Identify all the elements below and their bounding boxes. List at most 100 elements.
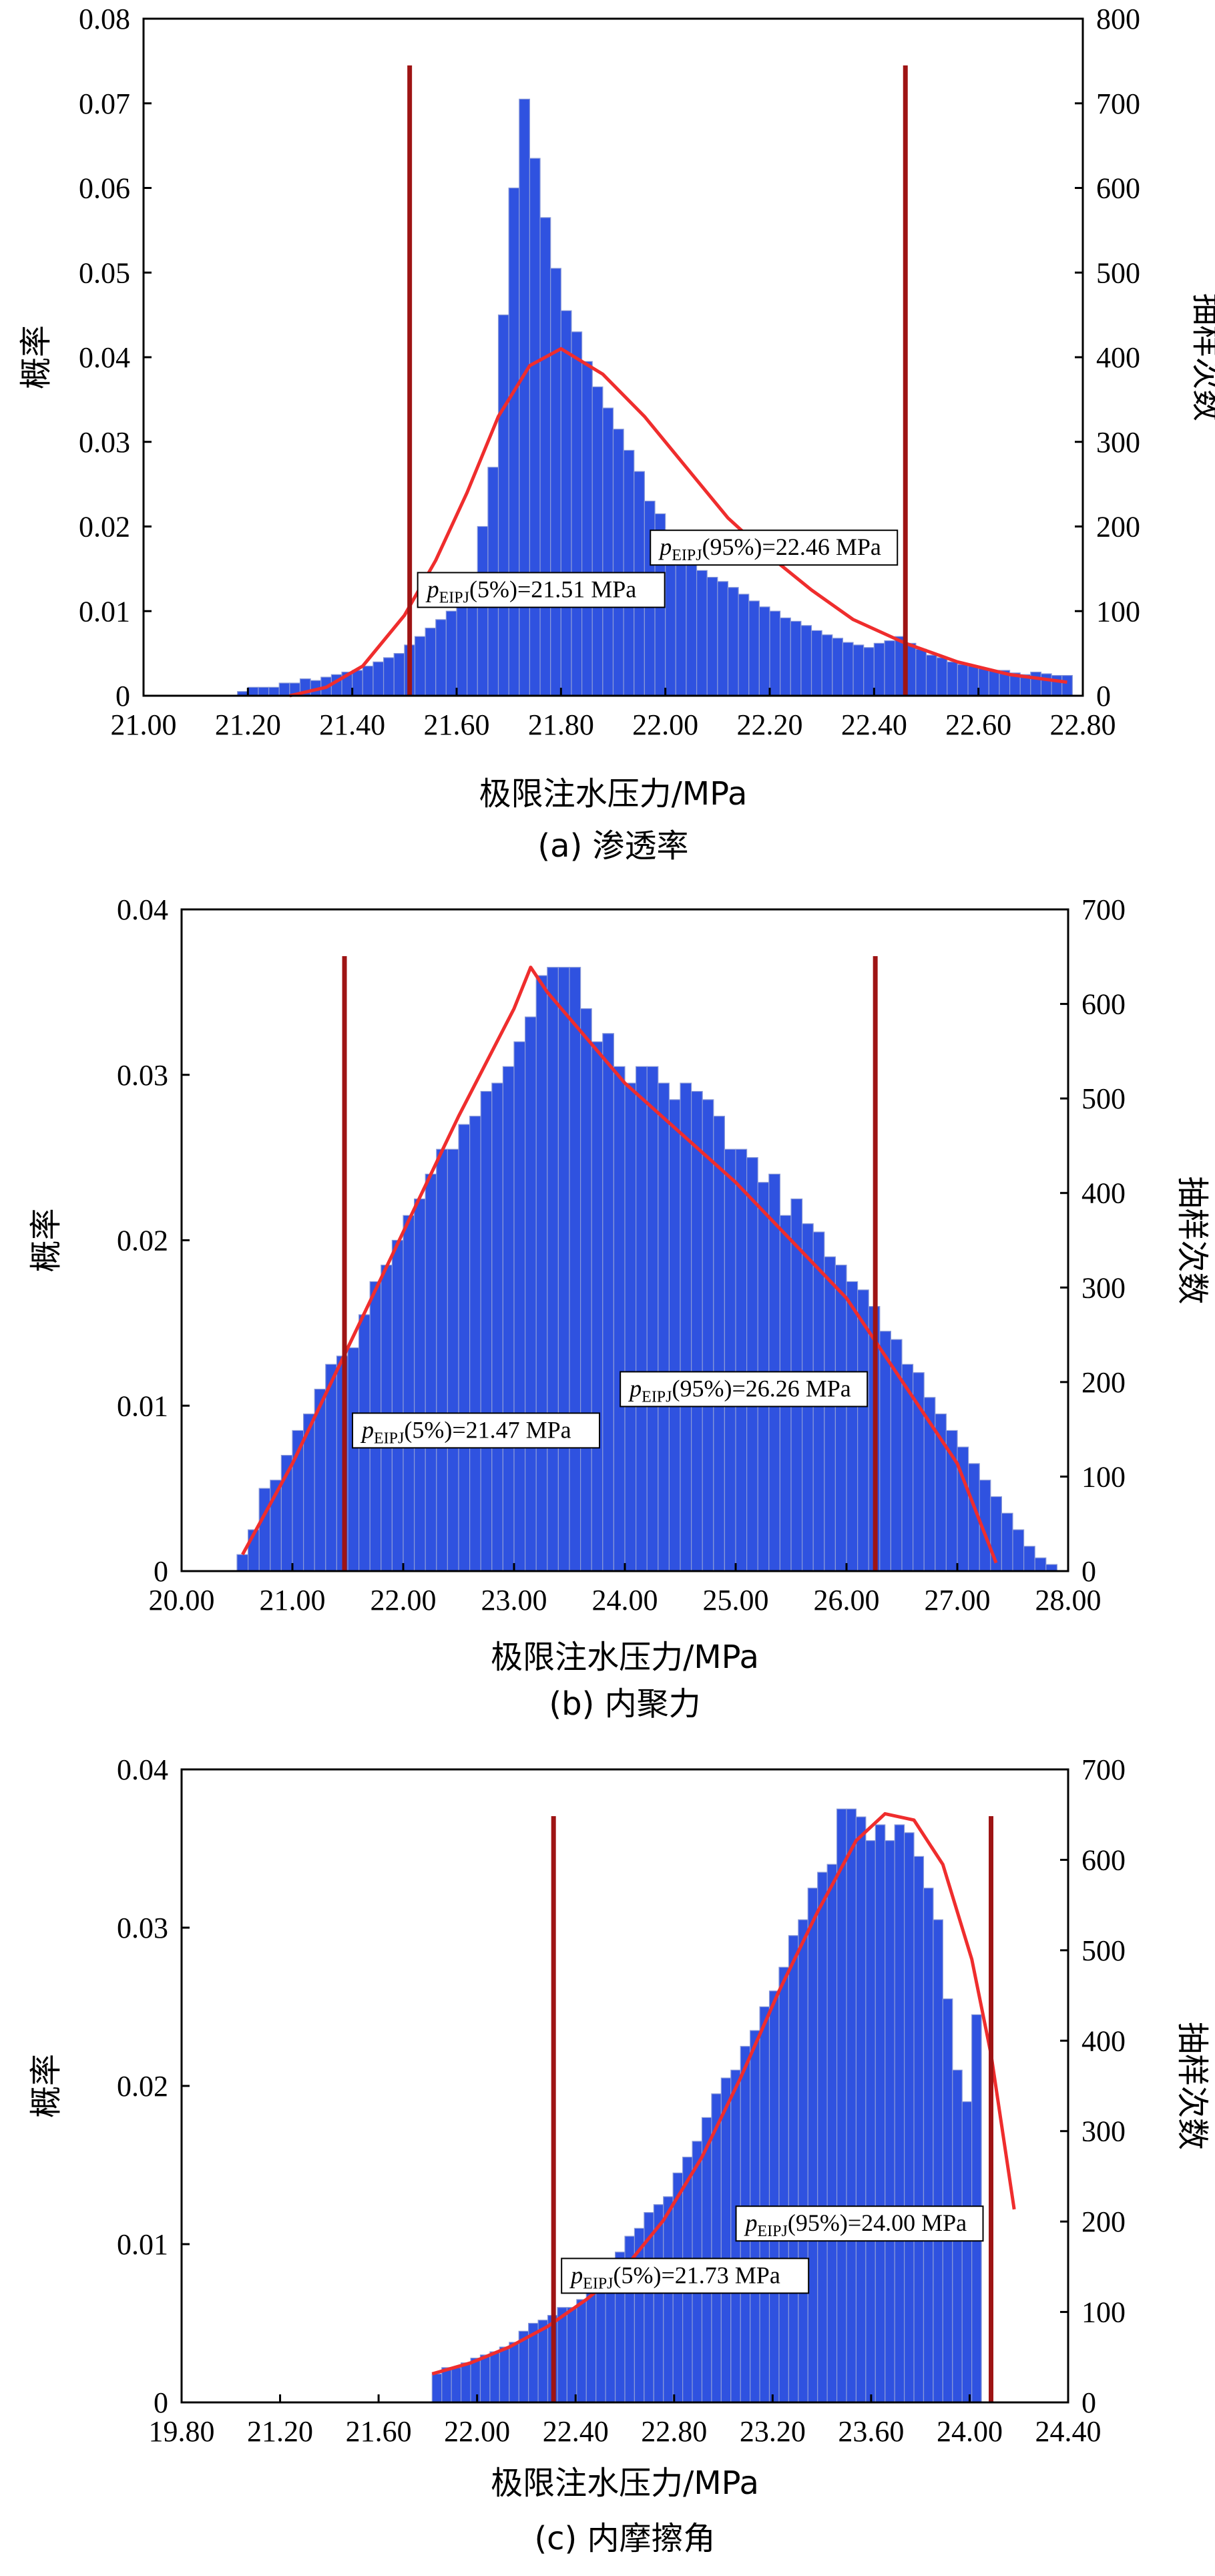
histogram-bar xyxy=(383,657,395,696)
histogram-bar xyxy=(824,1256,836,1572)
y-axis-title: 概率 xyxy=(27,2054,65,2118)
histogram-bar xyxy=(509,2342,519,2403)
histogram-bar xyxy=(258,686,270,696)
x-tick-label: 21.40 xyxy=(319,708,385,741)
histogram-bar xyxy=(441,2367,452,2403)
histogram-bar xyxy=(913,1856,925,2403)
x-tick-label: 22.40 xyxy=(543,2415,609,2448)
x-tick-label: 21.20 xyxy=(247,2415,313,2448)
histogram-bar xyxy=(1061,674,1073,696)
histogram-bar xyxy=(821,634,833,696)
histogram-bar xyxy=(668,1099,681,1572)
histogram-bar xyxy=(865,1840,876,2403)
y-tick-label: 0.04 xyxy=(117,893,168,926)
histogram-bar xyxy=(513,1041,526,1572)
histogram-bar xyxy=(278,682,290,696)
histogram-bar xyxy=(826,1864,838,2403)
histogram-bar xyxy=(735,1148,748,1572)
histogram-bar xyxy=(557,967,570,1572)
histogram-bar xyxy=(923,1888,934,2403)
y-right-tick-label: 500 xyxy=(1081,1082,1126,1115)
histogram-bar xyxy=(236,1554,249,1572)
histogram-bars xyxy=(431,1808,982,2403)
histogram-bars xyxy=(236,967,1058,1572)
y-right-tick-label: 100 xyxy=(1096,595,1140,628)
annotation-box xyxy=(561,2258,810,2294)
annotation-box xyxy=(735,2205,984,2242)
histogram-bar xyxy=(560,310,572,696)
histogram-bar xyxy=(535,975,548,1572)
histogram-bar xyxy=(915,648,927,696)
histogram-bar xyxy=(817,1872,828,2403)
histogram-bar xyxy=(663,2196,674,2403)
histogram-bar xyxy=(579,1008,592,1572)
histogram-bar xyxy=(347,1347,360,1572)
x-tick-label: 24.00 xyxy=(937,2415,1003,2448)
y-tick-label: 0 xyxy=(154,2386,168,2419)
histogram-bar xyxy=(613,1066,626,1572)
histogram-bar xyxy=(769,610,781,696)
panel-caption: (a) 渗透率 xyxy=(537,827,688,865)
histogram-bar xyxy=(780,617,791,696)
histogram-bar xyxy=(1030,671,1042,696)
histogram-bar xyxy=(489,2351,500,2403)
y-right-tick-label: 0 xyxy=(1081,2386,1096,2419)
x-tick-label: 22.80 xyxy=(641,2415,707,2448)
histogram-bar xyxy=(748,600,760,696)
histogram-bar xyxy=(491,1082,503,1572)
histogram-bar xyxy=(373,661,385,696)
histogram-bar xyxy=(403,1215,415,1572)
annotation-p95: pEIPJ(95%)=26.26 MPa xyxy=(628,1375,851,1406)
y-right-tick-label: 200 xyxy=(1096,511,1140,544)
y-tick-label: 0 xyxy=(115,680,130,712)
histogram-bar xyxy=(807,1888,818,2403)
panel-caption: (b) 内聚力 xyxy=(549,1685,700,1723)
histogram-bar xyxy=(247,686,259,696)
chart-panel-2: pEIPJ(5%)=21.73 MPa pEIPJ(95%)=24.00 MPa 1… xyxy=(27,1753,1211,2557)
y-tick-label: 0.06 xyxy=(79,172,130,205)
histogram-bar xyxy=(978,668,989,696)
x-tick-label: 27.00 xyxy=(925,1584,991,1617)
annotation-p95: pEIPJ(95%)=22.46 MPa xyxy=(658,533,881,564)
histogram-bar xyxy=(547,967,559,1572)
y-right-tick-label: 700 xyxy=(1096,87,1140,120)
histogram-bar xyxy=(853,644,865,696)
histogram-bar xyxy=(458,1124,471,1572)
y-right-tick-label: 600 xyxy=(1081,1844,1126,1876)
histogram-bar xyxy=(635,1066,648,1572)
histogram-bar xyxy=(268,686,280,696)
y-right-tick-label: 200 xyxy=(1081,1366,1126,1399)
histogram-bar xyxy=(445,610,457,696)
histogram-bar xyxy=(778,1966,789,2403)
histogram-bar xyxy=(479,2354,491,2403)
histogram-bar xyxy=(720,2077,732,2403)
histogram-bar xyxy=(846,1281,859,1572)
x-axis-title: 极限注水压力/MPa xyxy=(479,775,748,813)
histogram-bar xyxy=(936,657,948,696)
histogram-bar xyxy=(646,1066,659,1572)
y-right-axis-title: 抽样次数 xyxy=(1188,293,1215,421)
histogram-bar xyxy=(836,1808,847,2403)
histogram-bar xyxy=(746,1157,758,1572)
histogram-bar xyxy=(595,2283,606,2403)
histogram-bar xyxy=(713,1116,726,1572)
histogram-bar xyxy=(711,2093,722,2403)
histogram-bar xyxy=(591,386,603,696)
annotation-box xyxy=(417,572,666,608)
histogram-bar xyxy=(857,1289,869,1572)
histogram-bar xyxy=(576,2299,587,2403)
annotation-p5: pEIPJ(5%)=21.51 MPa xyxy=(425,576,637,607)
x-tick-label: 19.80 xyxy=(149,2415,215,2448)
histogram-bar xyxy=(961,2101,973,2403)
histogram-bar xyxy=(800,625,812,696)
y-right-tick-label: 100 xyxy=(1081,1460,1126,1493)
histogram-bar xyxy=(658,1082,670,1572)
y-right-tick-label: 200 xyxy=(1081,2205,1126,2238)
x-tick-label: 21.60 xyxy=(346,2415,412,2448)
histogram-bar xyxy=(502,1066,515,1572)
histogram-bar xyxy=(470,2358,481,2403)
x-tick-label: 21.60 xyxy=(424,708,490,741)
histogram-bar xyxy=(988,670,1000,696)
histogram-bar xyxy=(842,642,854,696)
histogram-bar xyxy=(846,1808,857,2403)
